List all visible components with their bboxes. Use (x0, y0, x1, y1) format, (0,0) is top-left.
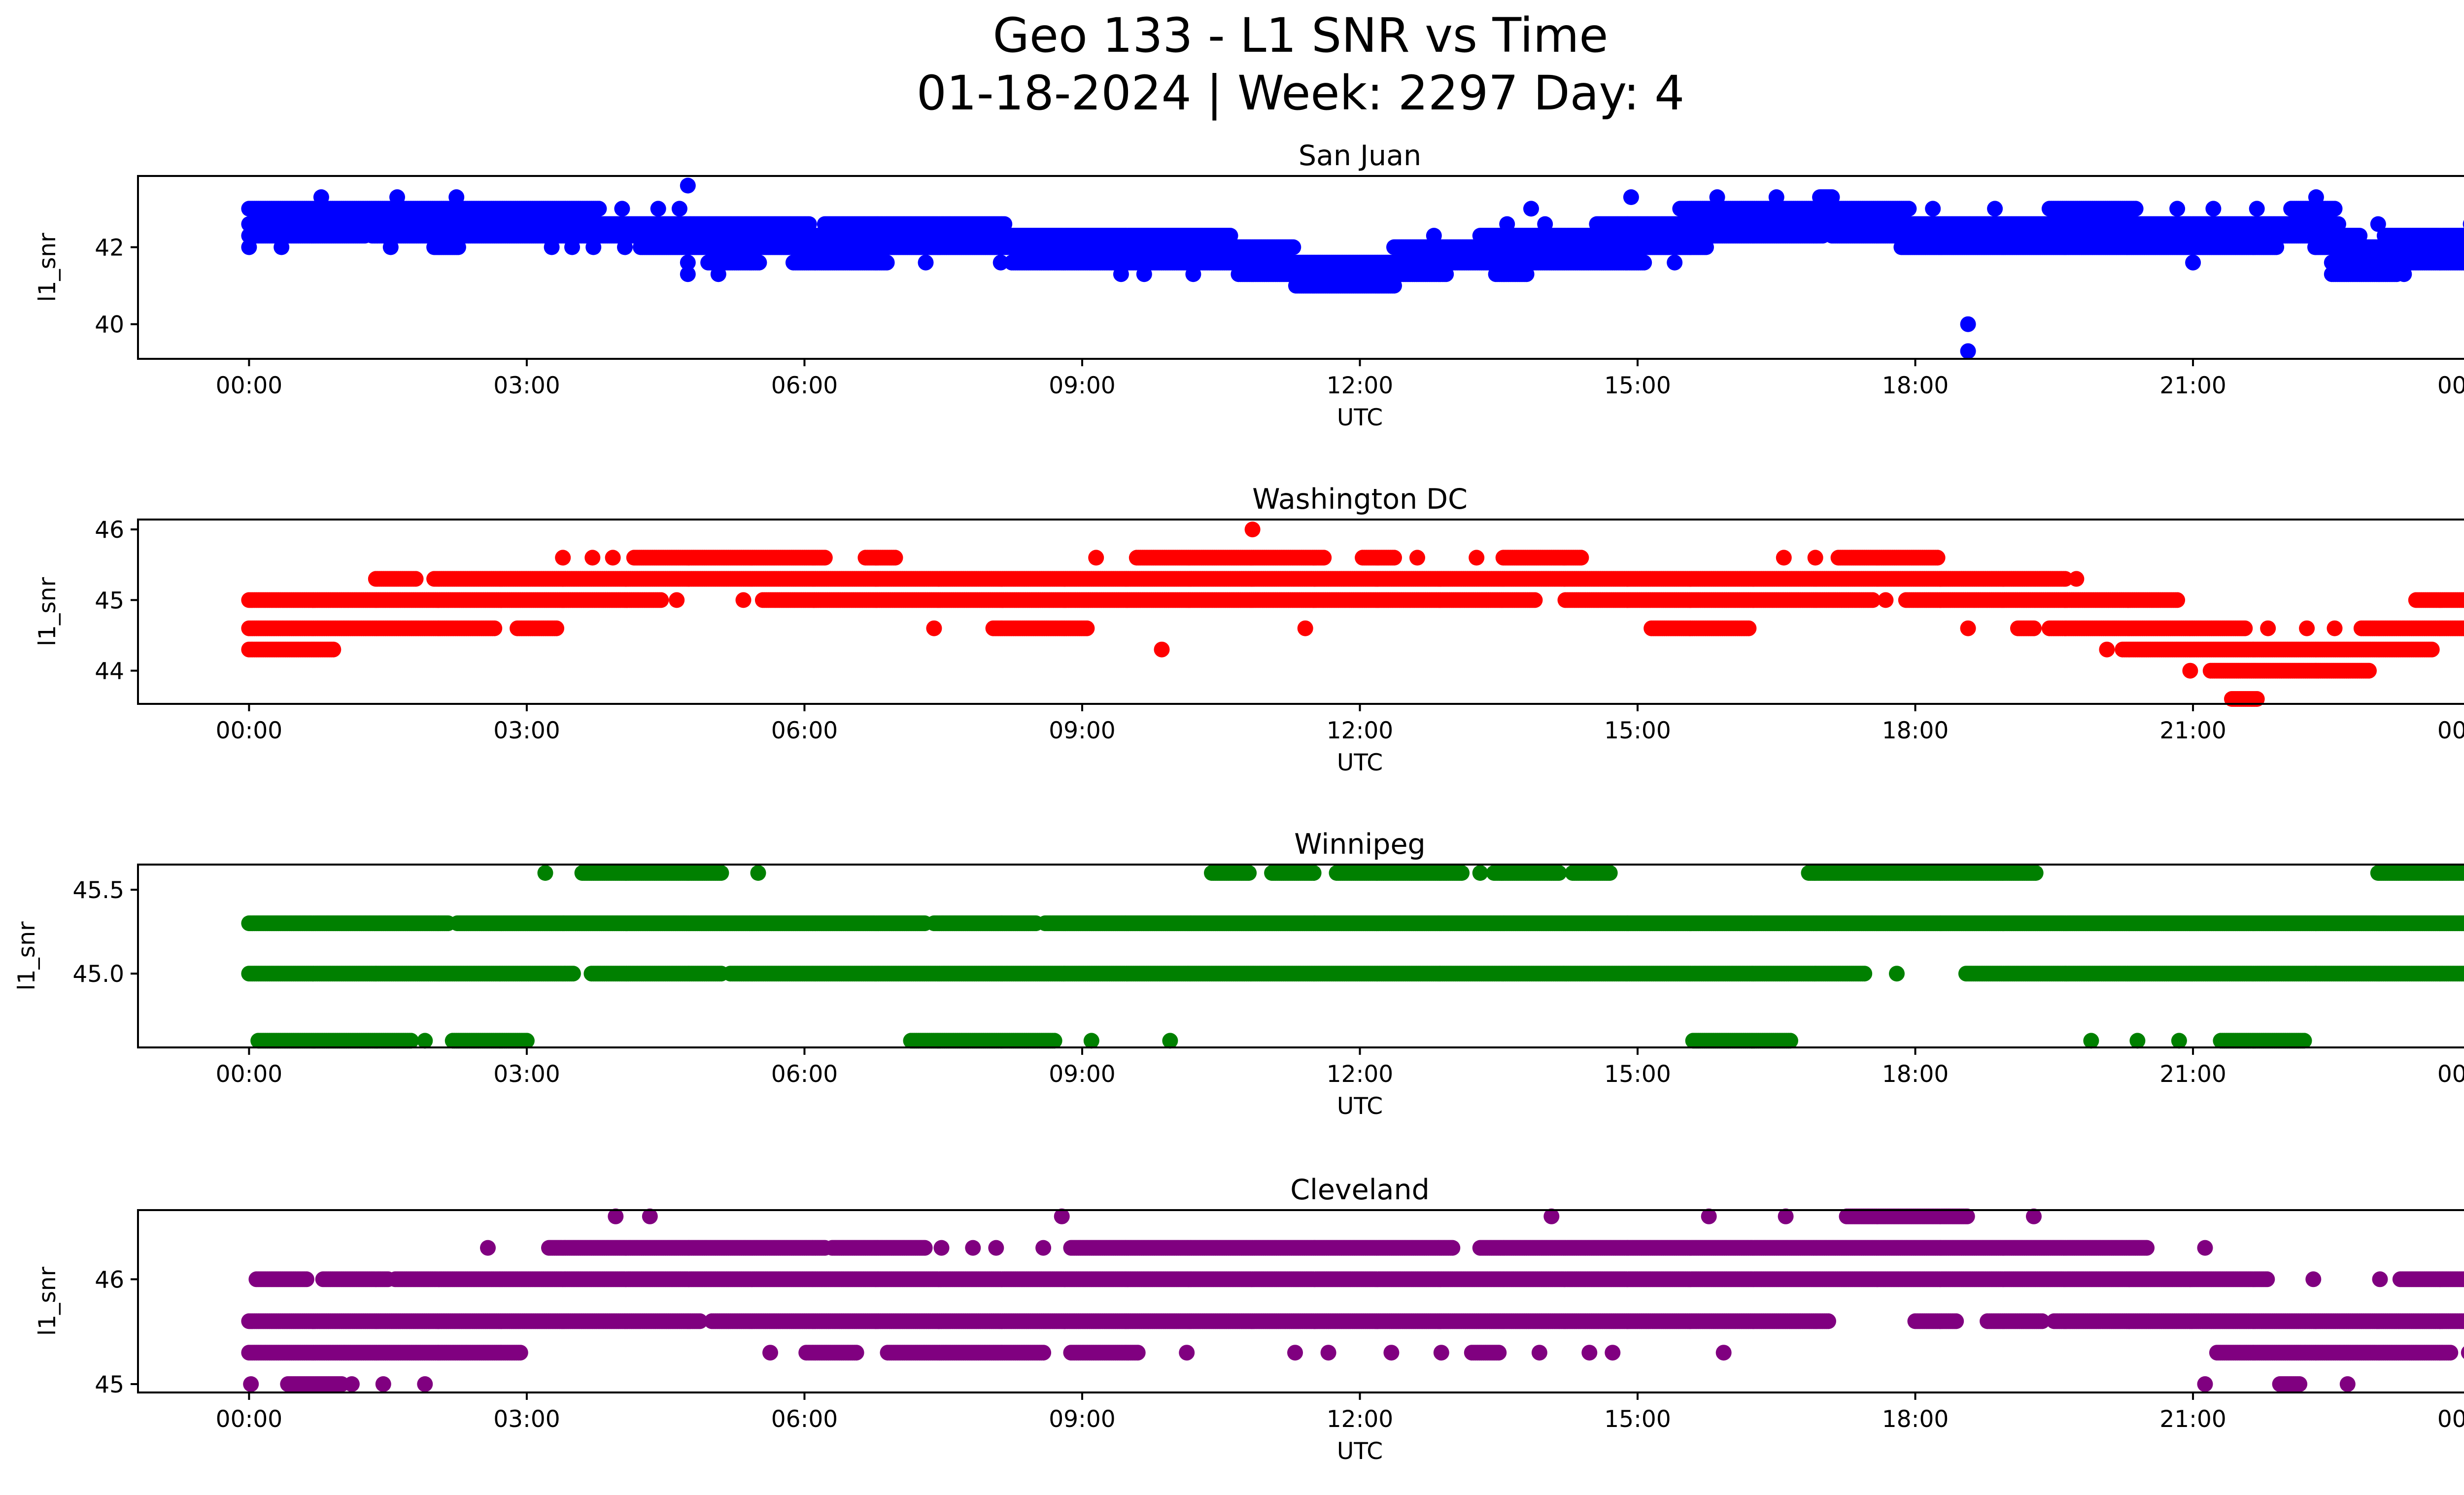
data-point (1623, 189, 1639, 205)
data-point (605, 550, 621, 566)
data-point (680, 177, 696, 194)
data-point (555, 550, 571, 566)
data-point (918, 254, 934, 271)
data-point (450, 239, 466, 255)
data-point (2127, 201, 2144, 217)
subplot-title: San Juan (1299, 139, 1421, 172)
data-point (382, 239, 399, 255)
data-point (1438, 266, 1454, 282)
data-point (544, 239, 560, 255)
data-point (585, 239, 602, 255)
data-point (1960, 316, 1976, 332)
data-point (680, 266, 696, 282)
data-point (1185, 266, 1201, 282)
x-tick-label: 12:00 (1327, 372, 1393, 399)
x-tick-label: 00:00 (2437, 372, 2464, 399)
data-point (2249, 201, 2265, 217)
data-point (1901, 201, 1917, 217)
subplot-title: Washington DC (1252, 483, 1468, 516)
data-point (614, 201, 630, 217)
data-point (1386, 550, 1402, 566)
data-point (751, 254, 767, 271)
data-point (1698, 239, 1714, 255)
data-point (1960, 343, 1976, 359)
scatter-series-san-juan (241, 177, 2464, 359)
data-point (879, 254, 895, 271)
subplots: San Juan 00:00 03:00 06:00 09:00 12:00 15:00 18… (13, 139, 2464, 1465)
data-point (2185, 254, 2201, 271)
data-point (584, 550, 601, 566)
data-point (564, 239, 580, 255)
data-point (817, 550, 833, 566)
data-point (2268, 239, 2285, 255)
data-point (1088, 550, 1104, 566)
data-point (650, 201, 666, 217)
data-point (2396, 266, 2412, 282)
data-point (1667, 254, 1683, 271)
data-point (1518, 266, 1535, 282)
data-point (2205, 201, 2222, 217)
data-point (710, 266, 726, 282)
y-axis-label: l1_snr (34, 233, 61, 302)
x-tick-label: 06:00 (771, 372, 838, 399)
data-point (591, 201, 607, 217)
data-point (1244, 522, 1261, 538)
data-point (1136, 266, 1152, 282)
x-tick-label: 00:00 (216, 372, 282, 399)
y-tick-label: 40 (95, 312, 124, 339)
x-tick-label: 21:00 (2159, 372, 2226, 399)
data-point (887, 550, 903, 566)
data-point (1316, 550, 1332, 566)
x-tick-label: 18:00 (1882, 372, 1949, 399)
data-point (274, 239, 290, 255)
data-point (671, 201, 687, 217)
data-point (1925, 201, 1941, 217)
data-point (2327, 201, 2343, 217)
x-tick-label: 09:00 (1049, 372, 1115, 399)
data-point (1409, 550, 1425, 566)
data-point (1776, 550, 1792, 566)
data-point (1285, 239, 1301, 255)
data-point (1929, 550, 1946, 566)
subplot-san-juan: San Juan 00:00 03:00 06:00 09:00 12:00 15:00 18… (34, 139, 2464, 431)
data-point (1636, 254, 1652, 271)
data-point (1573, 550, 1589, 566)
x-tick-label: 03:00 (493, 372, 560, 399)
x-axis-label: UTC (1337, 404, 1383, 431)
data-point (1386, 278, 1402, 294)
chart-subtitle: 01-18-2024 | Week: 2297 Day: 4 (917, 66, 1685, 121)
data-point (1987, 201, 2003, 217)
data-point (617, 239, 633, 255)
data-point (1523, 201, 1539, 217)
data-point (1113, 266, 1129, 282)
data-point (2169, 201, 2186, 217)
data-point (408, 571, 424, 587)
data-point (1469, 550, 1485, 566)
chart-title: Geo 133 - L1 SNR vs Time (993, 8, 1608, 63)
x-tick-label: 15:00 (1604, 372, 1671, 399)
y-tick-label: 42 (95, 234, 124, 261)
data-point (241, 239, 257, 255)
data-point (1807, 550, 1823, 566)
